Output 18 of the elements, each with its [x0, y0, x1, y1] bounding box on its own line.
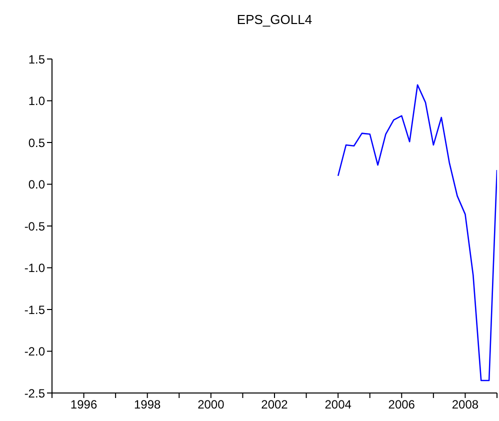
y-tick-label: -0.5	[24, 219, 46, 234]
y-tick-label: 1.5	[28, 52, 46, 66]
x-tick-label: 2006	[388, 398, 416, 412]
x-tick-label: 2002	[261, 398, 288, 412]
line-series	[337, 84, 497, 382]
x-tick-label: 2004	[324, 398, 352, 412]
x-tick-label: 1996	[70, 398, 98, 412]
y-tick-label: 0.5	[28, 136, 46, 150]
y-tick-label: -2.0	[24, 344, 46, 359]
x-tick-label: 2008	[452, 398, 479, 412]
y-tick-label: -2.5	[24, 386, 46, 400]
x-tick-label: 1998	[134, 398, 162, 412]
y-tick-label: -1.0	[24, 261, 46, 276]
y-tick-label: -1.5	[24, 302, 46, 317]
x-tick-label: 2000	[198, 398, 225, 412]
y-tick-label: 1.0	[28, 94, 46, 108]
y-tick-label: 0.0	[28, 178, 46, 192]
chart-title: EPS_GOLL4	[236, 12, 314, 27]
